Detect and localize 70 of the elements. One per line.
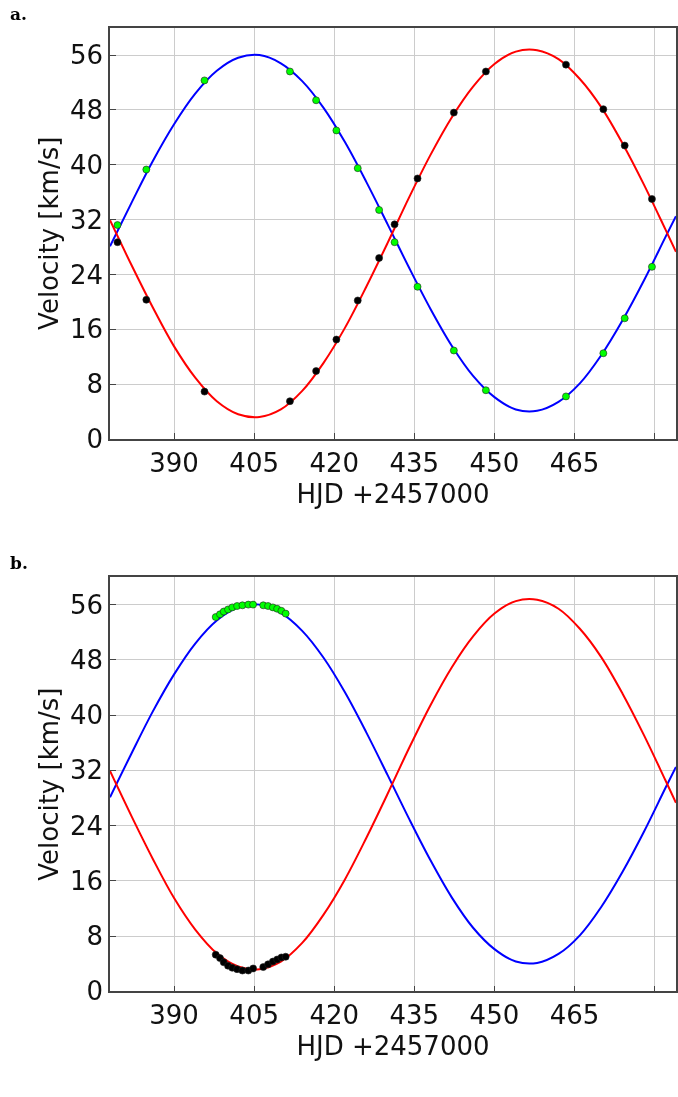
point (332, 126, 341, 135)
x-tick-label: 465 (549, 1000, 600, 1031)
point (142, 295, 151, 304)
point (450, 108, 458, 117)
point (332, 335, 341, 344)
x-tick-label: 405 (229, 1000, 279, 1031)
point (353, 296, 362, 305)
y-tick-label: 48 (69, 644, 104, 675)
point (281, 609, 290, 618)
y-tick-label: 16 (69, 865, 104, 896)
x-axis-title: HJD +2457000 (296, 479, 490, 510)
point (113, 221, 122, 229)
y-tick-label: 24 (69, 810, 104, 841)
y-tick-label: 0 (86, 976, 104, 1007)
point (390, 220, 399, 229)
x-tick-label: 450 (469, 447, 520, 478)
point (482, 67, 490, 76)
point (353, 164, 362, 172)
point (390, 238, 399, 246)
point (375, 254, 383, 262)
point (450, 346, 458, 355)
y-axis-title: Velocity [km/s] (33, 687, 64, 881)
y-tick-label: 24 (69, 259, 104, 290)
point (286, 397, 294, 406)
point (249, 600, 257, 609)
y-tick-label: 32 (69, 204, 104, 235)
y-tick-label: 40 (69, 700, 104, 731)
y-tick-label: 0 (86, 424, 104, 455)
x-tick-label: 390 (149, 1000, 199, 1031)
point (562, 392, 570, 401)
x-tick-label: 450 (469, 1000, 520, 1031)
point (620, 141, 629, 150)
chart-title: a. (10, 4, 27, 24)
y-tick-label: 8 (86, 369, 104, 400)
chart-title: b. (10, 553, 28, 573)
x-tick-label: 420 (309, 447, 360, 478)
y-tick-label: 8 (86, 921, 104, 952)
point (648, 263, 656, 271)
point (413, 282, 422, 291)
x-tick-label: 435 (389, 447, 440, 478)
point (286, 67, 294, 76)
x-tick-label: 390 (149, 447, 199, 478)
point (648, 195, 656, 203)
point (312, 96, 320, 105)
x-axis-title: HJD +2457000 (296, 1031, 490, 1062)
x-tick-label: 465 (549, 447, 600, 478)
y-axis-title: Velocity [km/s] (33, 136, 64, 330)
y-tick-label: 40 (69, 149, 104, 180)
y-tick-label: 56 (69, 40, 104, 71)
point (599, 105, 608, 113)
y-tick-label: 48 (69, 94, 104, 125)
point (482, 386, 490, 395)
point (312, 367, 320, 375)
point (281, 952, 290, 961)
point (200, 76, 209, 85)
x-tick-label: 420 (309, 1000, 360, 1031)
point (375, 206, 383, 214)
point (599, 349, 608, 358)
point (620, 314, 629, 323)
point (413, 174, 422, 183)
y-tick-label: 16 (69, 314, 104, 345)
y-tick-label: 56 (69, 589, 104, 620)
y-tick-label: 32 (69, 755, 104, 786)
point (249, 964, 257, 973)
point (142, 165, 151, 174)
point (200, 387, 209, 396)
point (113, 238, 122, 246)
point (562, 60, 570, 69)
x-tick-label: 405 (229, 447, 279, 478)
x-tick-label: 435 (389, 1000, 440, 1031)
